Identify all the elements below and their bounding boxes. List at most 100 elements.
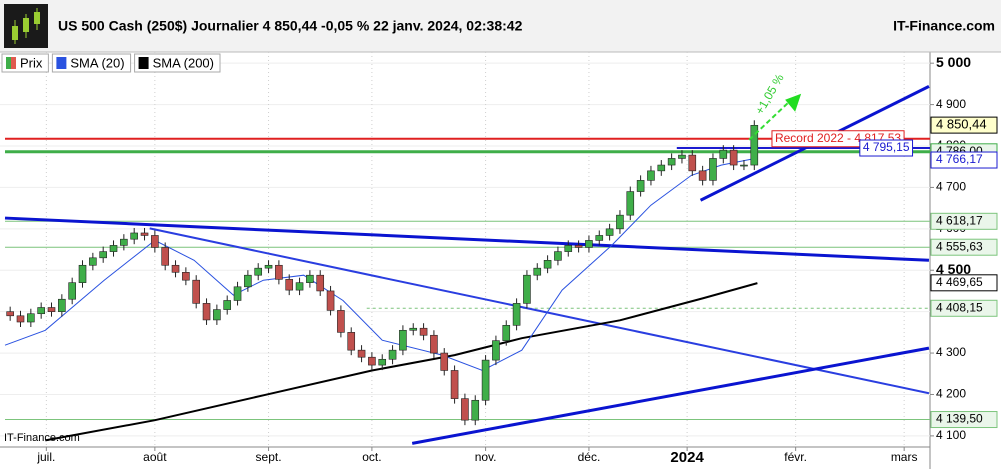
- legend-swatch: [56, 57, 67, 69]
- x-tick-label: déc.: [578, 450, 601, 464]
- candle-body: [626, 191, 635, 216]
- candle-body: [202, 303, 211, 321]
- candle-body: [471, 399, 480, 421]
- price-label-box: [930, 116, 998, 134]
- x-tick-label: oct.: [362, 450, 381, 464]
- legend-label: SMA (20): [70, 55, 124, 70]
- candle-body: [68, 282, 76, 300]
- candle-body: [151, 235, 159, 248]
- ma-line: [45, 282, 758, 442]
- candle-body: [502, 325, 511, 341]
- candle-body: [233, 286, 242, 301]
- candle-body: [182, 272, 190, 281]
- trendline: [149, 227, 930, 395]
- candle-body: [543, 260, 552, 269]
- y-tick-label: 4 700: [936, 180, 966, 194]
- level-label-box: [930, 299, 998, 317]
- x-tick-label: août: [143, 450, 167, 464]
- legend-swatch: [138, 57, 149, 69]
- candle-body: [481, 359, 490, 401]
- candle-body: [574, 245, 583, 248]
- candle-body: [6, 311, 14, 317]
- x-tick-label: mars: [891, 450, 918, 464]
- annotation-arrow: [748, 101, 790, 141]
- y-tick-label: 4 100: [936, 428, 966, 442]
- level-label-box: [930, 212, 998, 230]
- candle-body: [698, 170, 707, 181]
- level-label-box: [930, 411, 998, 429]
- candle-body: [254, 267, 263, 276]
- legend-frame: [134, 53, 221, 73]
- price-label: 4 850,44: [936, 117, 987, 132]
- watermark: IT-Finance.com: [4, 432, 80, 444]
- candle-body: [58, 298, 66, 312]
- candle-body: [306, 274, 314, 283]
- candle-body: [616, 214, 624, 230]
- candle-body: [740, 164, 748, 167]
- candle-body: [109, 245, 118, 252]
- candle-body: [316, 274, 325, 292]
- candle-body: [585, 240, 593, 248]
- candle-body: [564, 245, 573, 252]
- candle-body: [223, 300, 232, 310]
- candle-body: [750, 124, 759, 166]
- chart-title: US 500 Cash (250$) Journalier 4 850,44 -…: [58, 18, 523, 34]
- y-tick-label: 4 900: [936, 97, 966, 111]
- candle-body: [719, 149, 728, 159]
- candle-body: [275, 264, 283, 280]
- legend-swatch: [11, 57, 16, 69]
- legend-frame: [51, 53, 132, 73]
- candle-body: [337, 310, 345, 333]
- candle-body: [192, 279, 201, 304]
- candle-body: [161, 247, 169, 266]
- candle-body: [213, 309, 221, 321]
- candle-body: [89, 257, 97, 266]
- x-tick-label: 2024: [670, 449, 704, 466]
- candle-body: [37, 307, 45, 315]
- x-tick-label: févr.: [784, 450, 807, 464]
- candle-body: [430, 334, 438, 354]
- candle-body: [378, 358, 387, 366]
- level-label: 4 618,17: [936, 213, 983, 227]
- level-label-box: [859, 139, 914, 157]
- y-tick-label: 4 200: [936, 387, 966, 401]
- candle-body: [533, 267, 542, 276]
- logo: [4, 4, 48, 48]
- candle-body: [171, 264, 180, 273]
- brand: IT-Finance.com: [893, 18, 995, 34]
- header-bar: [0, 0, 1001, 52]
- candle-body: [285, 279, 294, 291]
- candle-body: [409, 327, 418, 331]
- candle-body: [295, 282, 304, 291]
- candle-body: [419, 327, 428, 336]
- y-tick-label: 4 500: [936, 261, 971, 277]
- candle-body: [244, 274, 252, 288]
- candle-body: [27, 313, 35, 323]
- candle-body: [347, 332, 356, 351]
- price-label-box: [930, 151, 998, 169]
- level-label-box: [930, 238, 998, 256]
- x-tick-label: sept.: [256, 450, 282, 464]
- candle-body: [264, 264, 273, 269]
- candle-body: [688, 154, 697, 172]
- candle-body: [368, 356, 376, 366]
- price-label: 4 766,17: [936, 152, 983, 166]
- x-tick-label: nov.: [475, 450, 497, 464]
- level-label: 4 795,15: [863, 140, 910, 154]
- candle-body: [326, 290, 335, 311]
- legend: Prix SMA (20) SMA (200): [1, 53, 221, 73]
- candle-body: [605, 228, 614, 236]
- level-label: 4 408,15: [936, 300, 983, 314]
- candle-body: [636, 180, 645, 192]
- candle-body: [657, 164, 666, 172]
- legend-swatch: [6, 57, 11, 69]
- y-tick-label: 4 300: [936, 345, 966, 359]
- candle-body: [120, 238, 128, 246]
- candle-body: [678, 154, 686, 159]
- candle-body: [523, 274, 531, 304]
- price-label-box: [930, 274, 998, 292]
- y-tick-label: 5 000: [936, 54, 971, 70]
- trendline: [4, 216, 930, 262]
